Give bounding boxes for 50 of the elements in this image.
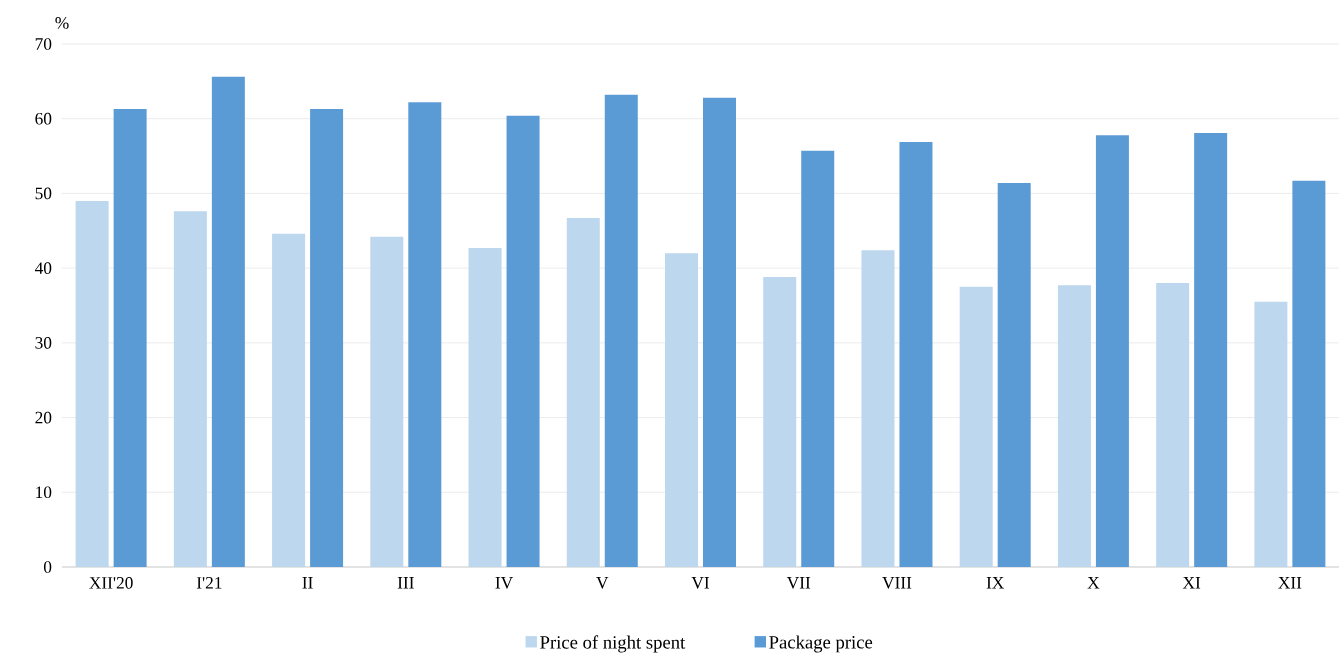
x-tick-label: VII — [786, 577, 811, 589]
y-tick-label: 10 — [36, 486, 52, 499]
y-tick-label: 40 — [34, 262, 52, 274]
bar — [1194, 132, 1228, 567]
y-tick-label: 20 — [35, 411, 52, 424]
x-tick-label: IX — [986, 577, 1005, 589]
bar — [665, 253, 699, 567]
bar — [310, 109, 344, 567]
y-tick-label: 70 — [35, 38, 52, 50]
x-tick-label: XII'20 — [89, 577, 133, 589]
bar — [272, 233, 306, 567]
x-tick-label: VIII — [882, 577, 912, 589]
legend-label: Price of night spent — [540, 635, 686, 653]
bar — [113, 109, 147, 567]
bar — [1254, 301, 1288, 567]
x-tick-label: V — [596, 577, 609, 589]
bar — [211, 76, 245, 567]
bar — [566, 218, 600, 567]
bar — [763, 277, 797, 567]
bar — [959, 286, 993, 567]
bar — [703, 97, 737, 567]
bar — [1095, 135, 1129, 567]
bar — [370, 236, 404, 567]
bar — [997, 182, 1031, 567]
x-tick-label: I'21 — [196, 577, 222, 589]
legend-label: Package price — [769, 635, 873, 653]
bar — [468, 247, 502, 567]
bar — [408, 102, 442, 567]
bar — [75, 200, 109, 567]
x-tick-label: III — [397, 577, 414, 589]
bar — [1292, 180, 1326, 567]
x-tick-label: VI — [691, 577, 710, 589]
x-tick-label: X — [1087, 577, 1100, 589]
y-tick-label: 50 — [35, 187, 52, 200]
bar — [899, 141, 933, 567]
bar — [1057, 285, 1091, 567]
bar — [801, 150, 835, 567]
bar — [1156, 283, 1190, 567]
bar — [604, 94, 638, 567]
bar — [861, 250, 895, 567]
y-tick-label: 0 — [43, 561, 52, 573]
y-tick-label: 30 — [35, 337, 52, 349]
y-axis-title: % — [55, 17, 69, 29]
bar — [506, 115, 540, 567]
x-tick-label: XII — [1278, 577, 1302, 589]
x-tick-label: XI — [1182, 577, 1201, 589]
x-tick-label: IV — [495, 577, 513, 589]
bar — [173, 211, 207, 567]
y-tick-label: 60 — [35, 112, 52, 125]
x-tick-label: II — [302, 577, 313, 589]
